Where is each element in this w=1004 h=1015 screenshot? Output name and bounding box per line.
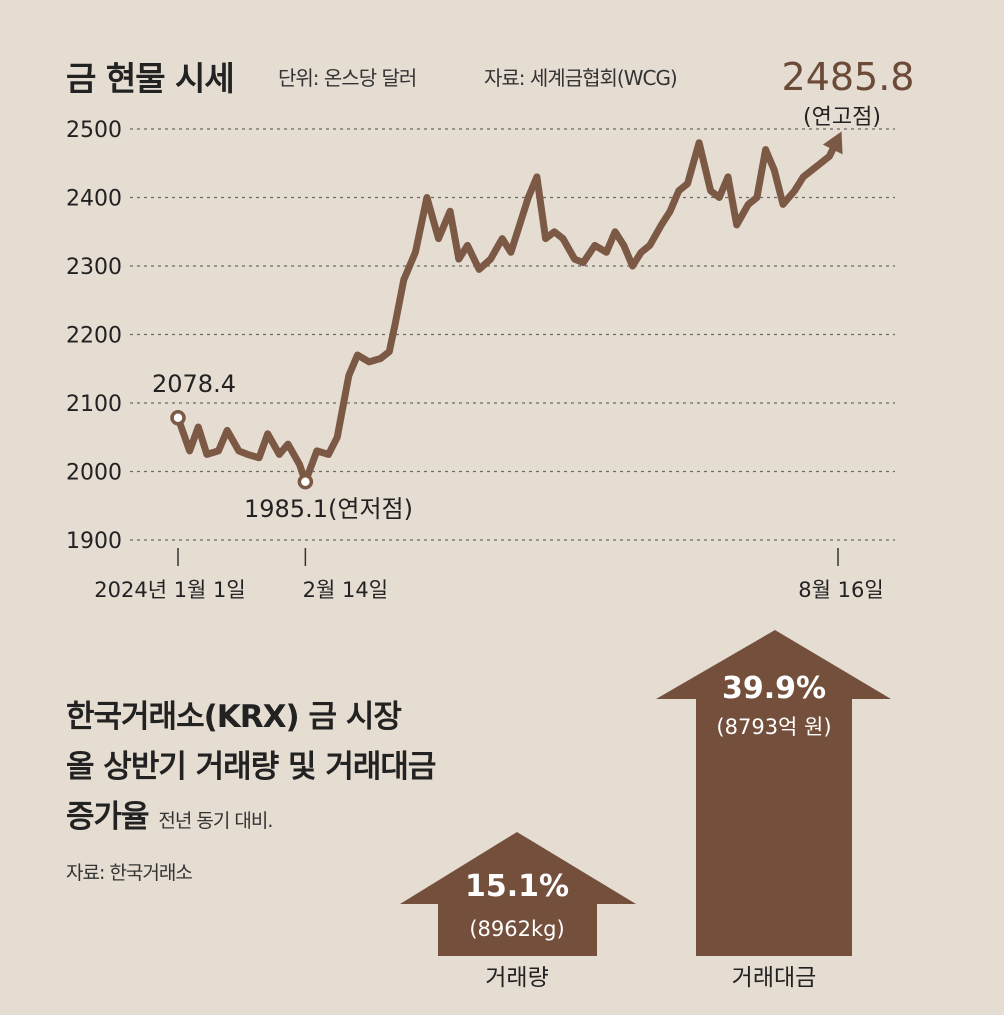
value-pct: 39.9%: [722, 671, 826, 706]
y-tick-label: 2000: [66, 461, 122, 486]
x-tick-label: 2월 14일: [303, 578, 388, 602]
y-tick-label: 2400: [66, 187, 122, 212]
krx-title-line2: 올 상반기 거래량 및 거래대금: [66, 749, 436, 785]
grid-lines: [130, 128, 895, 541]
gold-price-chart: 2500 2400 2300 2200 2100 2000 1900 2024년 1월 1일…: [66, 55, 915, 602]
y-tick-label: 2500: [66, 118, 122, 143]
y-tick-label: 2300: [66, 255, 122, 280]
high-value-label: 2485.8: [782, 55, 915, 99]
y-tick-label: 2100: [66, 392, 122, 417]
low-value-label: 1985.1: [244, 495, 328, 523]
start-point-marker: [170, 410, 186, 426]
krx-title-line3: 증가율 전년 동기 대비.: [66, 792, 435, 846]
y-axis-ticks: 2500 2400 2300 2200 2100 2000 1900: [66, 118, 122, 554]
volume-pct: 15.1%: [465, 869, 569, 904]
chart-title: 금 현물 시세: [66, 59, 235, 98]
start-value-label: 2078.4: [152, 370, 236, 398]
x-tick-label: 8월 16일: [798, 578, 883, 602]
low-note-label: (연저점): [328, 495, 413, 523]
y-tick-label: 2200: [66, 324, 122, 349]
high-note-label: (연고점): [803, 105, 881, 130]
value-arrow: [656, 630, 891, 956]
x-tick-label: 2024년 1월 1일: [94, 578, 245, 602]
krx-title-line3-text: 증가율: [66, 799, 150, 835]
source-label: 자료: 세계금협회(WCG): [484, 66, 678, 90]
price-series-line: [174, 135, 842, 486]
x-axis-ticks: 2024년 1월 1일 2월 14일 8월 16일: [94, 548, 884, 602]
krx-source: 자료: 한국거래소: [66, 862, 193, 884]
value-amount: (8793억 원): [716, 715, 831, 739]
volume-label: 거래량: [485, 965, 548, 991]
krx-note: 전년 동기 대비.: [158, 810, 273, 832]
volume-arrow: [400, 832, 636, 956]
volume-amount: (8962kg): [469, 917, 564, 941]
unit-label: 단위: 온스당 달러: [278, 66, 417, 90]
y-tick-label: 1900: [66, 529, 122, 554]
value-label: 거래대금: [732, 965, 817, 991]
krx-title-line1: 한국거래소(KRX) 금 시장: [66, 699, 402, 735]
series-end-arrowhead: [822, 131, 843, 155]
low-point-marker: [297, 473, 314, 490]
krx-title: 한국거래소(KRX) 금 시장 올 상반기 거래량 및 거래대금 증가율 전년 …: [66, 692, 436, 846]
